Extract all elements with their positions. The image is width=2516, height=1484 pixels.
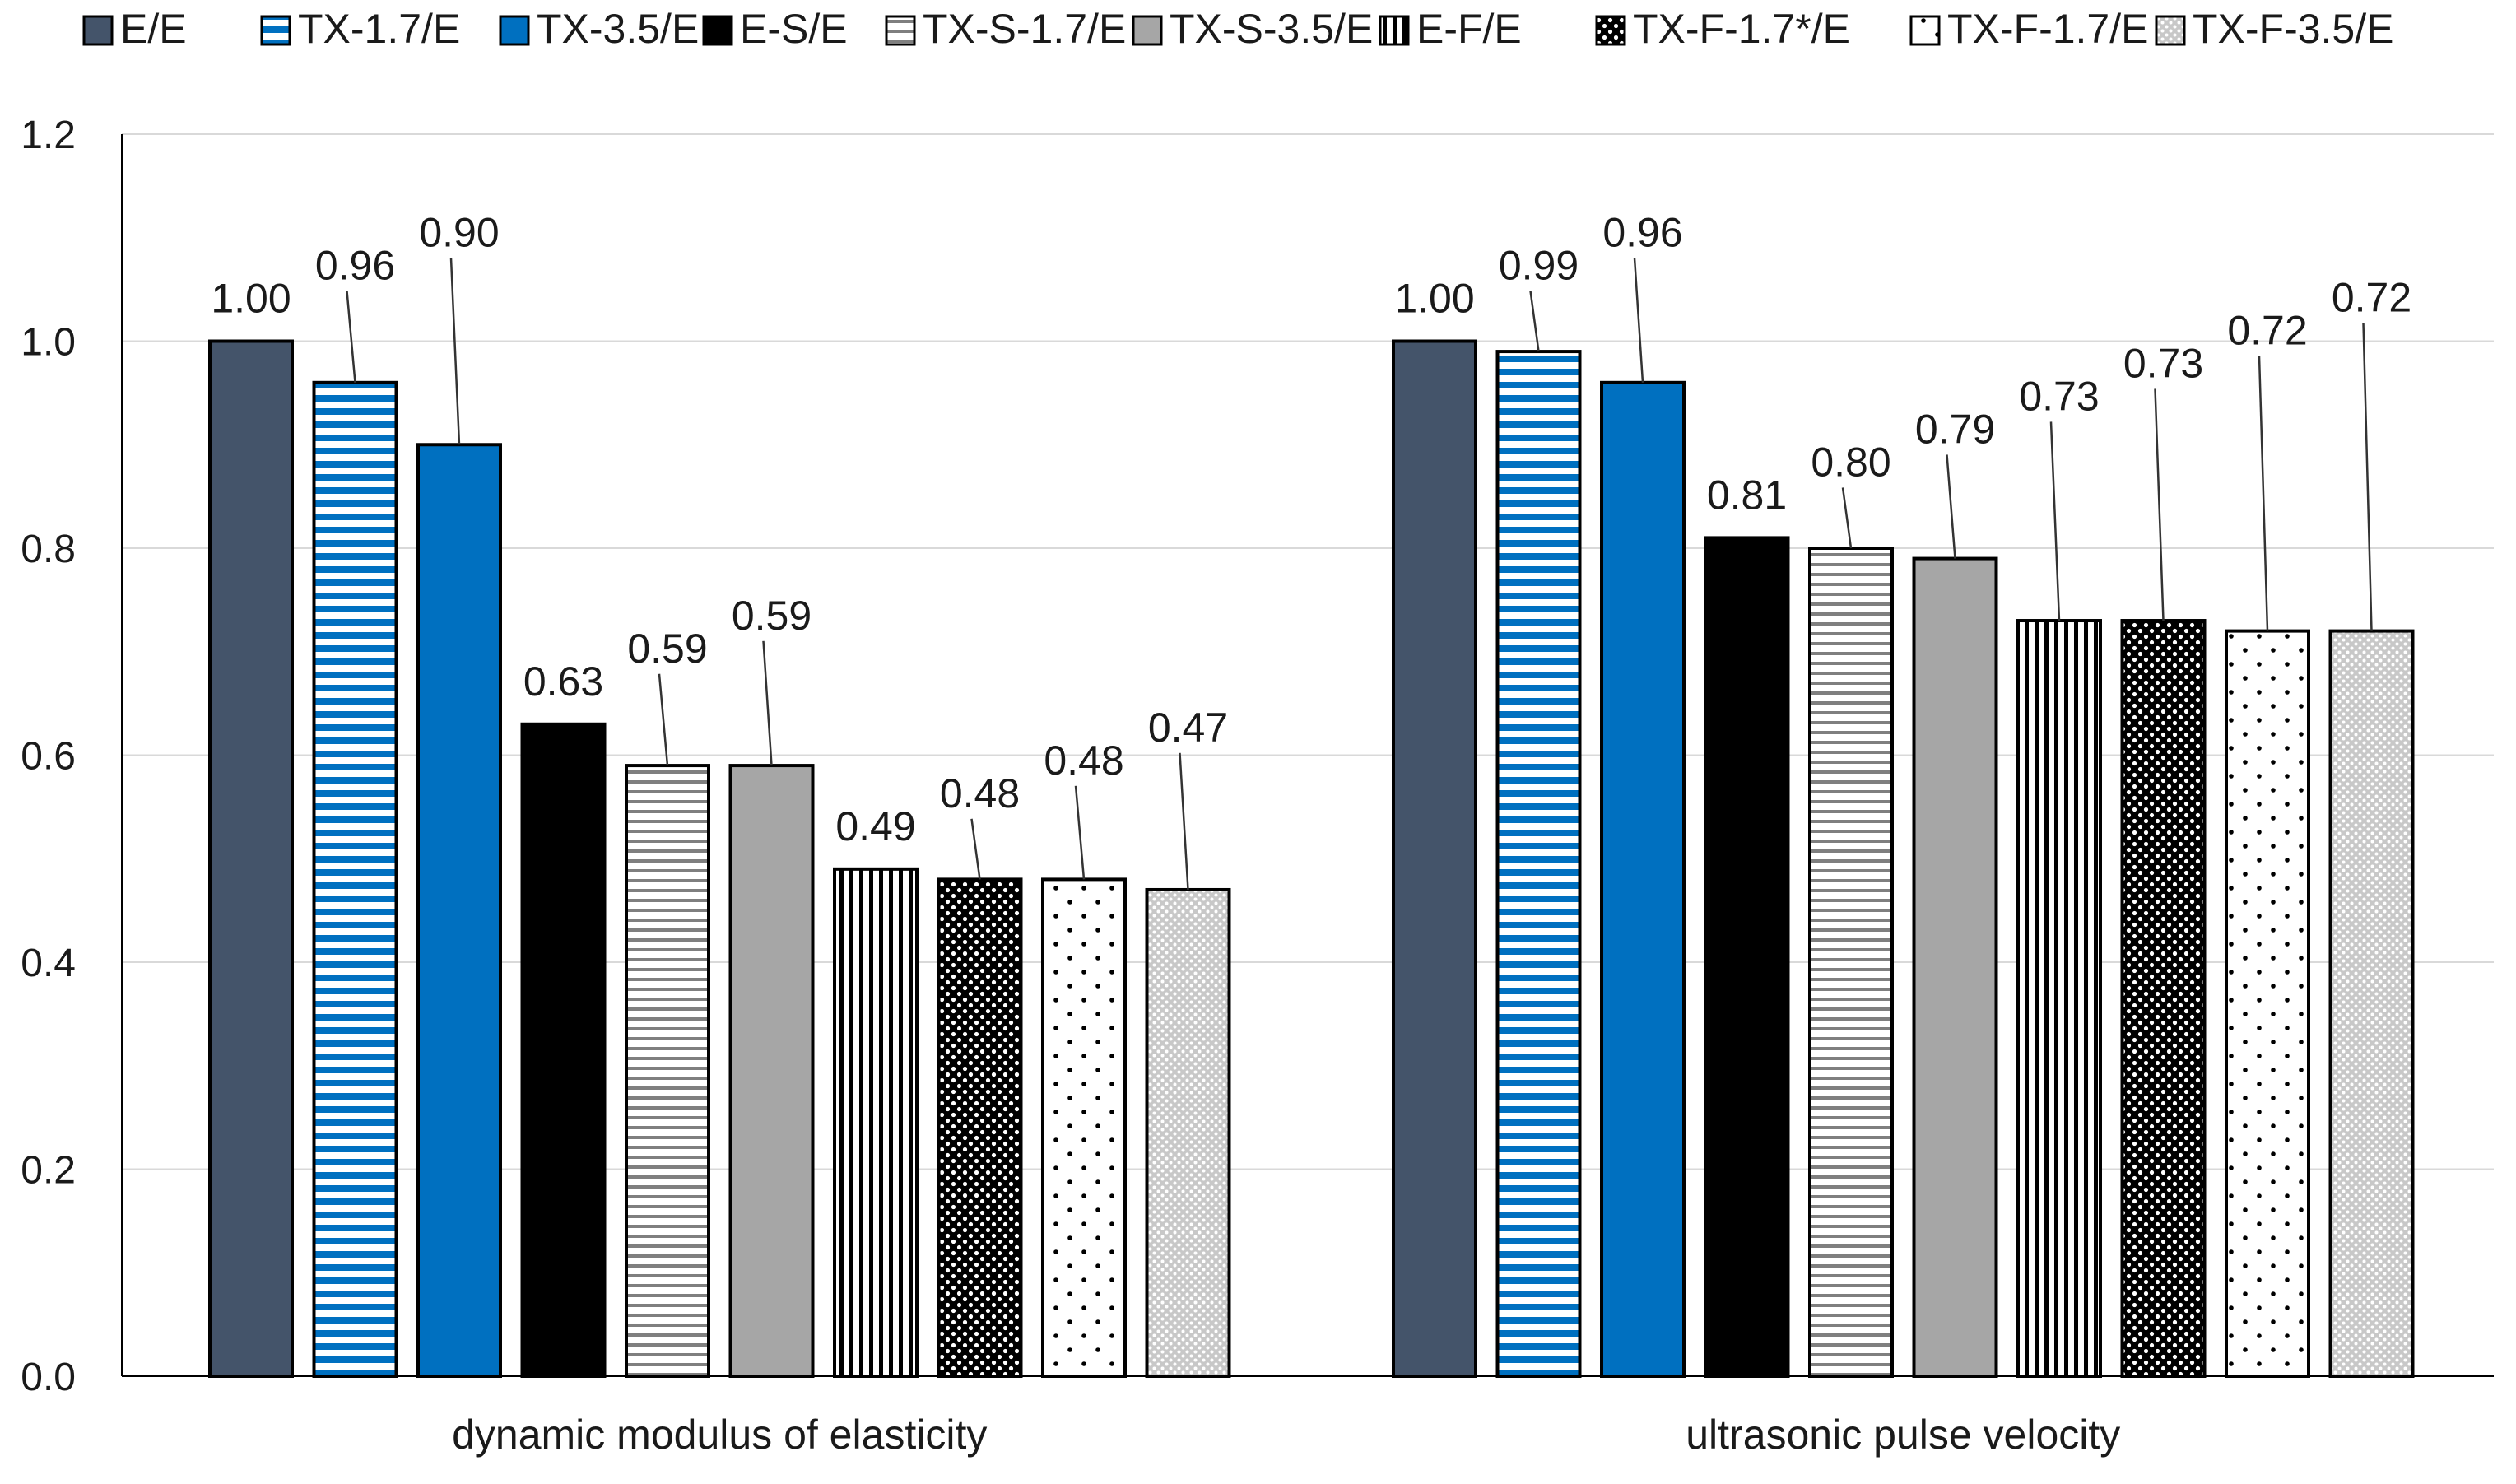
bar-tx-f-1-7-e-pulse-velocity [2225, 629, 2310, 1378]
data-label: 0.59 [627, 626, 707, 672]
bar-tx-f-1-7star-e-elasticity [937, 877, 1023, 1378]
bar-e-s-e-pulse-velocity [1704, 536, 1790, 1378]
bar-e-e-elasticity [208, 339, 294, 1378]
y-tick-label: 0.6 [21, 735, 76, 779]
label-leader-line [449, 258, 461, 445]
label-leader-line [2258, 356, 2269, 631]
bar-tx-s-3-5-e-pulse-velocity [1912, 556, 1998, 1378]
y-tick-label: 0.2 [21, 1149, 76, 1193]
legend-swatch-tx-s-1-7-e [885, 15, 916, 46]
bar-tx-3-5-e-pulse-velocity [1600, 380, 1686, 1378]
legend: E/E TX-1.7/E TX-3.5/E E-S/E TX-S-1.7/E TX-S-3… [82, 6, 2393, 52]
label-leader-line [1633, 258, 1644, 383]
bars [208, 339, 2415, 1379]
legend-label-e-f-e: E-F/E [1416, 6, 1522, 52]
bar-e-f-e-pulse-velocity [2016, 619, 2102, 1378]
bar-tx-1-7-e-elasticity [312, 380, 398, 1378]
label-leader-line [1841, 487, 1853, 549]
bar-tx-f-3-5-e-elasticity [1145, 887, 1231, 1378]
legend-label-tx-3-5-e: TX-3.5/E [537, 6, 699, 52]
data-label: 0.81 [1707, 472, 1787, 518]
data-label: 0.63 [523, 658, 603, 705]
y-tick-label: 1.0 [21, 321, 76, 365]
bar-tx-s-1-7-e-elasticity [625, 764, 710, 1378]
data-label: 0.47 [1148, 705, 1228, 751]
label-leader-line [1074, 785, 1086, 880]
y-tick-label: 1.2 [21, 114, 76, 157]
label-leader-line [970, 818, 981, 880]
legend-swatch-tx-f-3-5-e [2155, 15, 2186, 46]
bar-tx-3-5-e-elasticity [416, 443, 502, 1378]
label-leader-line [2049, 421, 2061, 621]
data-label: 0.59 [732, 593, 812, 639]
legend-swatch-e-e [82, 15, 114, 46]
label-leader-line [762, 640, 773, 766]
legend-swatch-tx-f-1-7star-e [1595, 15, 1626, 46]
data-label: 0.48 [1044, 737, 1123, 784]
x-category-label: dynamic modulus of elasticity [452, 1412, 987, 1458]
legend-label-tx-f-3-5-e: TX-F-3.5/E [2193, 6, 2393, 52]
legend-label-tx-s-3-5-e: TX-S-3.5/E [1170, 6, 1373, 52]
label-leader-line [1946, 454, 1956, 559]
bar-tx-s-1-7-e-pulse-velocity [1808, 547, 1894, 1378]
data-label: 0.72 [2332, 274, 2411, 320]
data-label: 0.96 [1602, 210, 1682, 256]
data-label: 1.00 [1394, 276, 1474, 322]
legend-swatch-e-s-e [702, 15, 733, 46]
data-label: 0.79 [1915, 406, 1995, 452]
legend-swatch-tx-3-5-e [499, 15, 530, 46]
label-leader-line [2154, 388, 2165, 621]
data-label: 0.48 [940, 770, 1020, 816]
label-leader-line [658, 673, 669, 766]
bar-tx-f-1-7-e-elasticity [1041, 877, 1127, 1378]
legend-label-tx-1-7-e: TX-1.7/E [298, 6, 460, 52]
data-label: 0.80 [1811, 439, 1890, 485]
legend-swatch-e-f-e [1379, 15, 1410, 46]
bar-e-s-e-elasticity [520, 722, 607, 1378]
legend-label-tx-f-1-7-e: TX-F-1.7/E [1947, 6, 2148, 52]
x-category-label: ultrasonic pulse velocity [1686, 1412, 2120, 1458]
label-leader-line [1529, 291, 1540, 352]
legend-swatch-tx-s-3-5-e [1132, 15, 1163, 46]
data-label: 0.49 [835, 803, 915, 849]
label-leader-line [346, 291, 356, 383]
data-label: 0.73 [2123, 340, 2203, 386]
data-labels: 1.00 0.96 0.90 0.63 0.59 0.59 0.49 0.48 0.48 0.47… [211, 210, 2411, 891]
label-leader-line [2362, 323, 2373, 631]
data-label: 0.90 [419, 210, 499, 256]
data-label: 1.00 [211, 276, 291, 322]
y-tick-label: 0.8 [21, 528, 76, 571]
legend-label-e-s-e: E-S/E [740, 6, 848, 52]
legend-label-tx-f-1-7star-e: TX-F-1.7*/E [1633, 6, 1850, 52]
legend-label-e-e: E/E [120, 6, 187, 52]
bar-tx-f-3-5-e-pulse-velocity [2328, 629, 2415, 1378]
data-label: 0.73 [2019, 373, 2099, 419]
data-label: 0.96 [315, 243, 395, 289]
bar-tx-f-1-7star-e-pulse-velocity [2120, 619, 2207, 1378]
legend-label-tx-s-1-7-e: TX-S-1.7/E [923, 6, 1126, 52]
label-leader-line [1179, 752, 1189, 891]
bar-tx-1-7-e-pulse-velocity [1495, 350, 1582, 1379]
y-tick-label: 0.4 [21, 942, 76, 985]
bar-e-e-pulse-velocity [1392, 339, 1477, 1378]
legend-swatch-tx-1-7-e [260, 15, 291, 46]
y-tick-label: 0.0 [21, 1356, 76, 1399]
legend-swatch-tx-f-1-7-e [1909, 15, 1941, 46]
data-label: 0.72 [2227, 307, 2307, 353]
bar-tx-s-3-5-e-elasticity [728, 764, 815, 1378]
bar-e-f-e-elasticity [833, 867, 919, 1378]
data-label: 0.99 [1499, 243, 1579, 289]
